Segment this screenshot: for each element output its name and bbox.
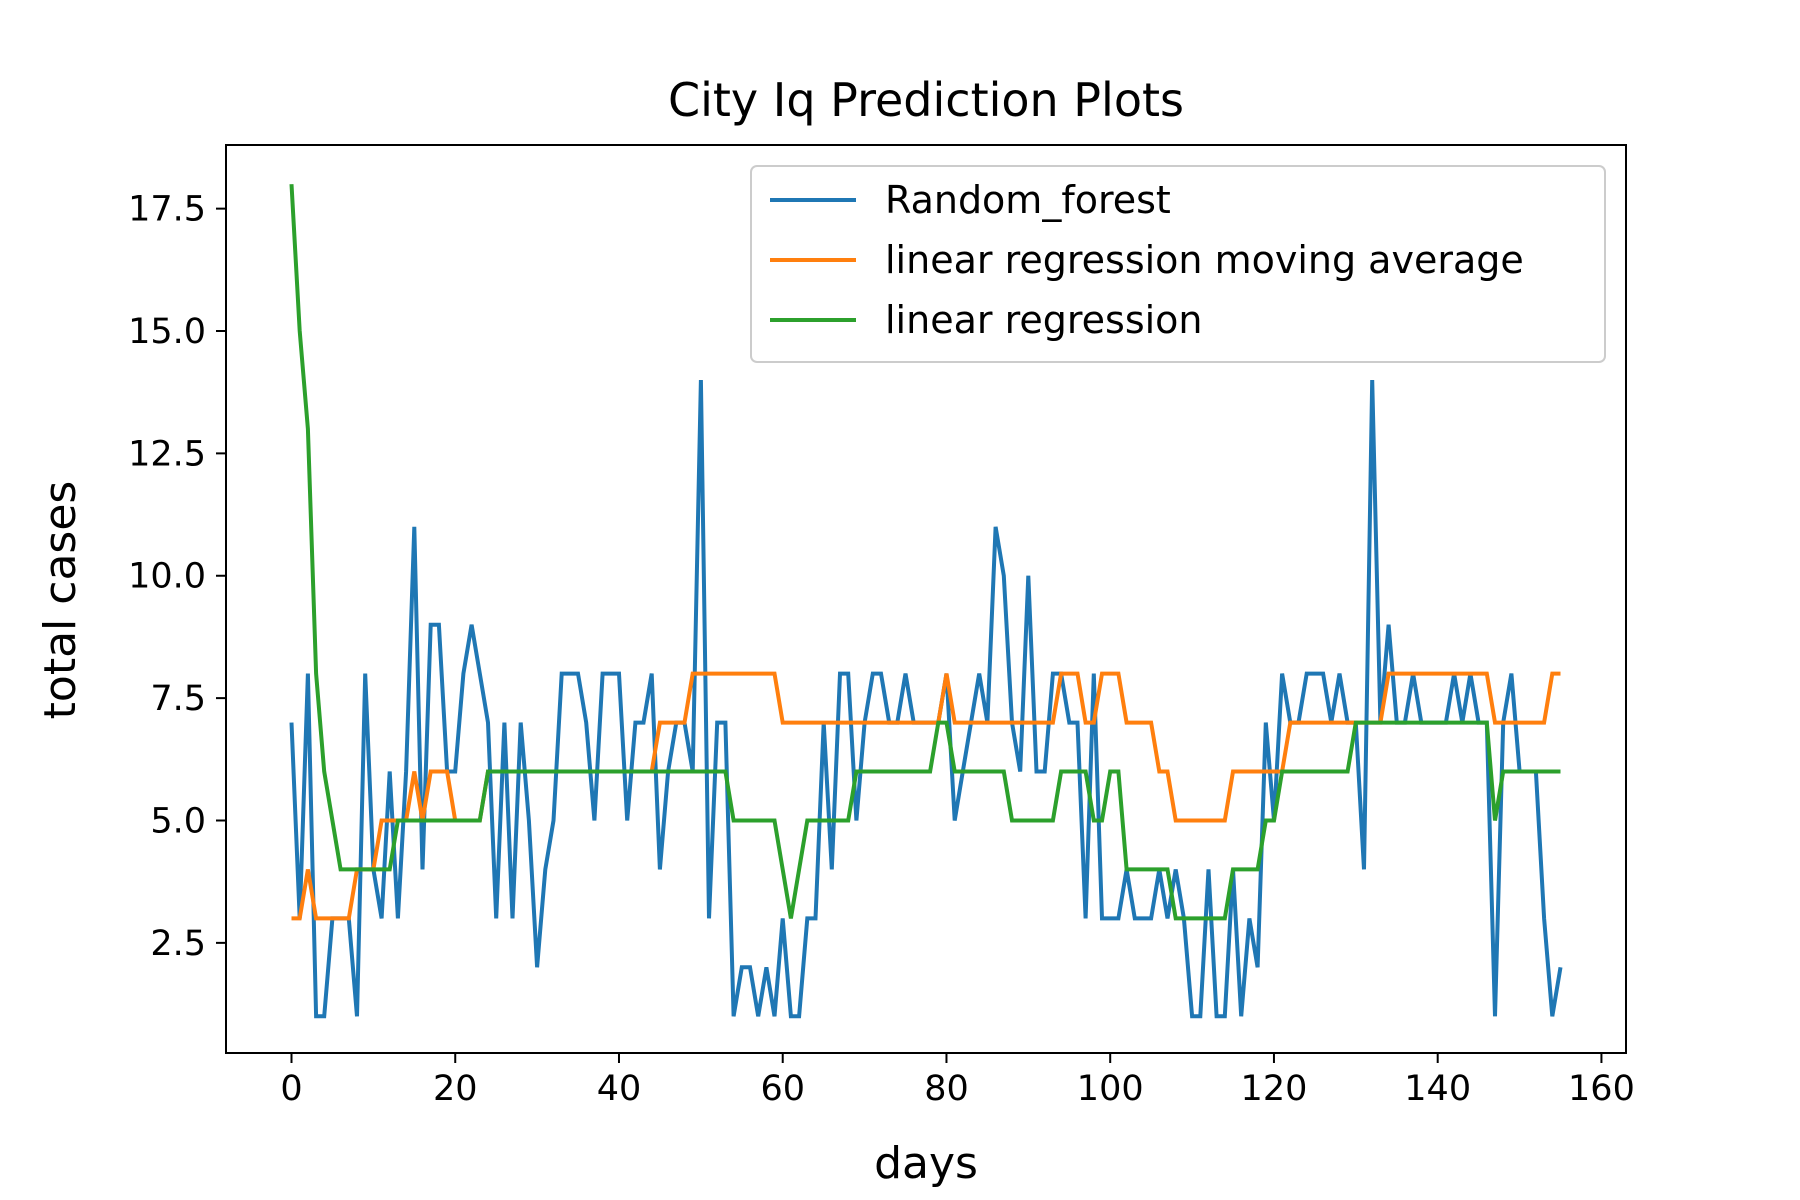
series-line-linear-regression [289,184,1561,921]
x-tick-label: 60 [760,1069,805,1109]
series-line-random-forest [289,379,1563,1019]
x-tick-label: 140 [1404,1069,1471,1109]
legend-box [750,165,1606,363]
x-tick-label: 0 [280,1069,302,1109]
x-tick-label: 120 [1241,1069,1308,1109]
y-tick-label: 12.5 [128,434,206,474]
y-tick-label: 17.5 [128,190,206,230]
x-axis-ticks: 0 20 40 60 80 100 120 140 160 [280,1053,1635,1109]
legend-label-random-forest: Random_forest [885,178,1171,222]
y-tick-label: 10.0 [128,557,206,597]
x-tick-label: 80 [924,1069,969,1109]
x-tick-label: 40 [597,1069,642,1109]
legend-label-linear-regression: linear regression [885,298,1203,342]
y-axis-label: total cases [35,481,86,720]
x-tick-label: 160 [1568,1069,1635,1109]
y-tick-label: 7.5 [150,679,206,719]
y-tick-label: 15.0 [128,312,206,352]
chart-title: City Iq Prediction Plots [668,73,1184,127]
y-tick-label: 5.0 [150,801,206,841]
x-tick-label: 20 [433,1069,478,1109]
y-axis-ticks: 2.5 5.0 7.5 10.0 12.5 15.0 17.5 [128,190,226,964]
series-line-linear-regression-moving-average [291,671,1561,921]
y-tick-label: 2.5 [150,924,206,964]
x-axis-label: days [874,1138,978,1189]
plot-frame [225,144,1627,1054]
legend-label-linear-regression-moving-average: linear regression moving average [885,238,1524,282]
series-layer [289,184,1563,1019]
x-tick-label: 100 [1077,1069,1144,1109]
